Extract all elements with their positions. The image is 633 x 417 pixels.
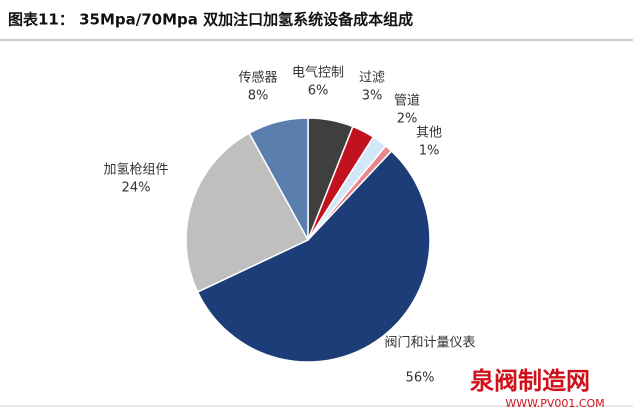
pie-slice	[248, 117, 309, 241]
slice-label: 电气控制	[292, 65, 344, 81]
pie	[185, 117, 431, 363]
slice-label: 管道	[394, 94, 420, 109]
slice-label: 其他	[416, 126, 442, 141]
slice-value-label: 56%	[406, 371, 435, 386]
slice-value-label: 2%	[397, 112, 418, 127]
watermark-url: WWW.PV001.COM	[505, 397, 604, 410]
slice-value-label: 1%	[419, 144, 440, 159]
slice-value-label: 8%	[248, 89, 269, 104]
slice-value-label: 24%	[122, 181, 151, 196]
slice-value-label: 6%	[308, 84, 329, 99]
slice-value-label: 3%	[362, 89, 383, 104]
slice-label: 过滤	[359, 71, 385, 86]
slice-label: 传感器	[238, 70, 277, 86]
pie-slice	[185, 132, 310, 293]
slice-label: 阀门和计量仪表	[384, 336, 475, 351]
slice-label: 加氢枪组件	[103, 162, 168, 178]
watermark-text: 泉阀制造网	[470, 367, 590, 395]
chart-title: 图表11： 35Mpa/70Mpa 双加注口加氢系统设备成本组成	[8, 11, 413, 29]
pie-slice	[196, 150, 431, 363]
